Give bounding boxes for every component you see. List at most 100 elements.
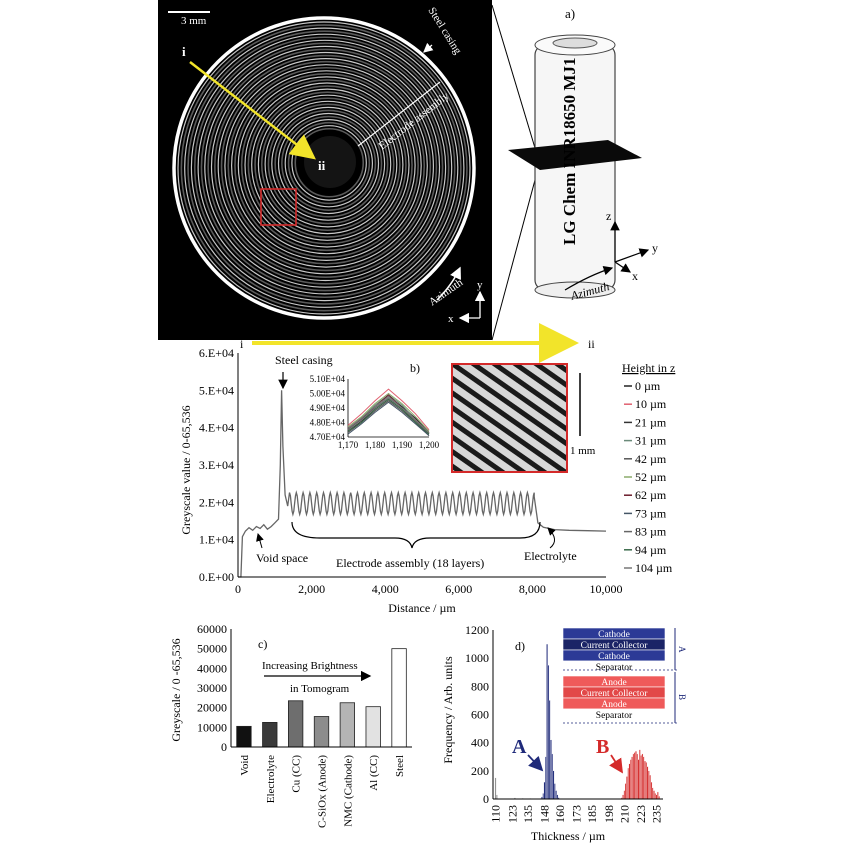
d-bar xyxy=(494,777,497,800)
d-bar xyxy=(542,793,545,800)
electrode-ring xyxy=(187,30,462,305)
d-x-tick-label: 173 xyxy=(570,805,584,823)
c-category-label: Electrolyte xyxy=(265,755,277,803)
d-bar xyxy=(649,774,651,800)
d-y-tick-label: 200 xyxy=(471,764,489,778)
electrode-ring xyxy=(210,51,441,282)
d-panel-label: d) xyxy=(515,639,525,653)
c-bar xyxy=(288,700,304,748)
inset-y-tick-label: 4.70E+04 xyxy=(310,432,346,442)
diagram-bracket-b-label: B xyxy=(677,694,687,700)
axis-x3d-label: x xyxy=(632,269,638,283)
electrode-ring xyxy=(177,21,471,315)
electrode-ring xyxy=(251,88,404,241)
axis-y3d-label: y xyxy=(652,241,658,255)
electrode-ring xyxy=(234,73,419,258)
b-y-tick-label: 3.E+04 xyxy=(199,458,234,472)
b-y-ticks: 0.E+00 1.E+04 2.E+04 3.E+04 4.E+04 5.E+04 6.E+… xyxy=(199,346,234,584)
d-x-tick-label: 235 xyxy=(650,805,664,823)
d-bar xyxy=(546,643,548,800)
inset-x-tick-label: 1,190 xyxy=(392,440,413,450)
electrode-ring xyxy=(207,48,444,285)
c-y-tick-label: 10000 xyxy=(197,720,227,734)
d-bar xyxy=(496,794,498,800)
cell-terminal xyxy=(552,37,598,49)
d-bar xyxy=(631,756,633,800)
legend-entry: 21 µm xyxy=(635,415,667,429)
d-x-tick-label: 223 xyxy=(634,805,648,823)
diagram-layer-b-label: Anode xyxy=(601,678,626,688)
d-bar xyxy=(552,770,555,800)
c-bar xyxy=(391,648,407,748)
d-y-tick-label: 0 xyxy=(483,792,489,806)
diagram-layer-a-label: Current Collector xyxy=(581,641,649,651)
zoom-region-marker xyxy=(260,188,297,226)
legend-entry: 0 µm xyxy=(635,379,661,393)
annotation-void-space: Void space xyxy=(256,551,308,565)
inset-x-tick-label: 1,170 xyxy=(338,440,359,450)
zoom-image xyxy=(451,363,568,473)
electrode-ring xyxy=(260,97,395,232)
c-ylabel: Greyscale / 0 -65,536 xyxy=(169,638,183,741)
d-bar xyxy=(624,783,627,800)
electrode-ring xyxy=(190,33,459,302)
d-y-tick-label: 1000 xyxy=(465,651,489,665)
electrode-rings xyxy=(177,21,471,315)
d-bar xyxy=(648,770,650,800)
d-x-tick-label: 210 xyxy=(617,805,631,823)
axis-y3d-arrow xyxy=(614,248,650,263)
d-bar xyxy=(548,700,551,800)
d-bar xyxy=(623,790,626,800)
d-x-tick-label: 198 xyxy=(602,805,616,823)
d-label-b: B xyxy=(596,736,609,758)
d-y-tick-label: 800 xyxy=(471,679,489,693)
d-bar xyxy=(639,749,641,800)
d-bar xyxy=(627,767,630,800)
azimuth-arrow xyxy=(436,266,461,301)
d-bar xyxy=(655,794,658,800)
c-y-tick-label: 20000 xyxy=(197,701,227,715)
inset-x-tick-label: 1,180 xyxy=(365,440,386,450)
b-x-tick-label: 0 xyxy=(235,582,241,596)
b-ylabel: Greyscale value / 0-65,536 xyxy=(179,405,193,534)
legend-entry: 62 µm xyxy=(635,488,667,502)
annotation-electrode-assembly: Electrode assembly (18 layers) xyxy=(336,556,484,570)
electrode-ring xyxy=(214,54,438,278)
d-xlabel: Thickness / µm xyxy=(531,829,606,843)
diagram-layer-b-label: Separator xyxy=(596,711,633,721)
diagram-layer-a xyxy=(562,660,666,673)
inset-series-line xyxy=(347,395,430,433)
d-bar xyxy=(644,760,646,800)
inset-y-tick-label: 5.00E+04 xyxy=(310,389,346,399)
d-bar xyxy=(645,762,648,800)
inset-y-tick-label: 5.10E+04 xyxy=(310,374,346,384)
inset-series-line xyxy=(347,401,430,436)
steel-casing-ring xyxy=(172,16,476,320)
b-x-tick-label: 10,000 xyxy=(590,582,623,596)
electrode-ring xyxy=(230,70,422,262)
c-bar xyxy=(313,716,330,748)
c-bar xyxy=(262,722,278,748)
b-y-tick-label: 5.E+04 xyxy=(199,383,234,397)
axis-z-label: z xyxy=(606,209,611,223)
electrode-ring xyxy=(217,57,434,275)
inset-series-line xyxy=(347,397,430,435)
legend-entry: 94 µm xyxy=(635,543,667,557)
d-bar xyxy=(646,766,649,800)
legend-entry: 73 µm xyxy=(635,506,667,520)
electrode-ring xyxy=(180,24,468,312)
d-y-tick-label: 1200 xyxy=(465,623,489,637)
d-x-tick-label: 110 xyxy=(489,805,503,823)
d-bar xyxy=(651,787,654,800)
electrode-ring xyxy=(224,64,428,268)
steel-casing-arrow xyxy=(423,42,434,53)
zoom-scale-label: 1 mm xyxy=(570,445,596,457)
electrode-ring xyxy=(257,94,398,235)
b-x-ticks: 0 2,000 4,000 6,000 8,000 10,000 xyxy=(235,582,623,596)
void-core xyxy=(304,136,356,188)
point-ii-label: ii xyxy=(318,158,326,173)
legend-entry: 10 µm xyxy=(635,397,667,411)
d-x-tick-label: 148 xyxy=(538,805,552,823)
electrode-ring xyxy=(271,106,386,221)
